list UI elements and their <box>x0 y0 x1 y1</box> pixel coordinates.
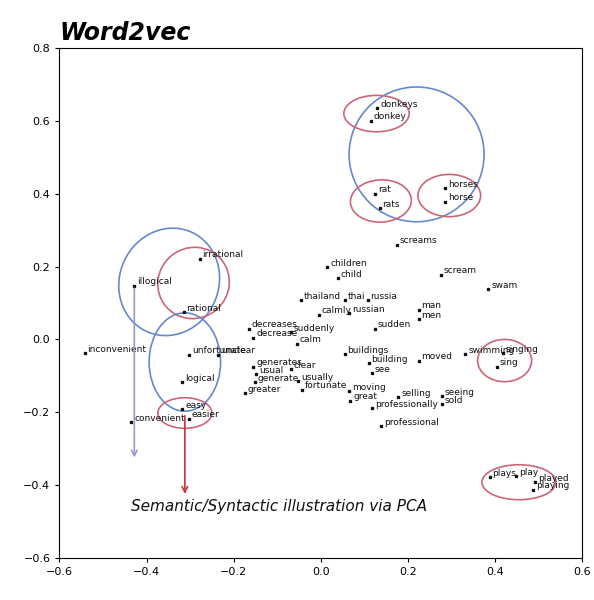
Text: children: children <box>330 259 366 268</box>
Text: donkeys: donkeys <box>380 100 418 109</box>
Text: Word2vec: Word2vec <box>59 20 191 44</box>
Text: suddenly: suddenly <box>294 324 335 333</box>
Text: seeing: seeing <box>445 388 475 397</box>
Text: playing: playing <box>536 481 570 490</box>
Text: horses: horses <box>448 180 478 189</box>
Text: singing: singing <box>505 345 539 354</box>
Text: screams: screams <box>400 236 437 245</box>
Text: moved: moved <box>422 352 453 361</box>
Text: usually: usually <box>301 373 333 382</box>
Text: men: men <box>422 311 442 320</box>
Text: swam: swam <box>491 281 517 290</box>
Text: moving: moving <box>352 383 386 392</box>
Text: generates: generates <box>256 358 302 367</box>
Text: selling: selling <box>401 389 431 398</box>
Text: easier: easier <box>192 410 220 419</box>
Text: thailand: thailand <box>304 292 341 301</box>
Text: unfortunate: unfortunate <box>192 346 246 355</box>
Text: see: see <box>375 365 391 374</box>
Text: sold: sold <box>445 396 463 405</box>
Text: played: played <box>538 474 568 483</box>
Text: donkey: donkey <box>374 112 406 121</box>
Text: rat: rat <box>378 185 391 194</box>
Text: decreases: decreases <box>252 320 298 329</box>
Text: plays: plays <box>492 469 516 478</box>
Text: logical: logical <box>185 374 214 383</box>
Text: easy: easy <box>185 401 206 410</box>
Text: child: child <box>341 270 363 279</box>
Text: swimming: swimming <box>468 346 514 355</box>
Text: sudden: sudden <box>378 320 411 329</box>
Text: rats: rats <box>383 200 400 209</box>
Text: buildings: buildings <box>347 346 388 355</box>
Text: scream: scream <box>443 266 476 275</box>
Text: professional: professional <box>384 418 438 427</box>
Text: clear: clear <box>294 361 317 370</box>
Text: russia: russia <box>371 292 397 301</box>
Text: professionally: professionally <box>375 400 438 409</box>
Text: great: great <box>353 392 377 401</box>
Text: rational: rational <box>187 304 221 313</box>
Text: calm: calm <box>299 335 321 344</box>
Text: generate: generate <box>257 374 299 383</box>
Text: russian: russian <box>352 305 384 314</box>
Text: man: man <box>422 301 441 310</box>
Text: calmly: calmly <box>321 306 351 315</box>
Text: convenient: convenient <box>134 414 185 423</box>
Text: decrease: decrease <box>256 329 297 338</box>
Text: sing: sing <box>500 358 519 367</box>
Text: usual: usual <box>259 365 283 374</box>
Text: irrational: irrational <box>203 250 244 259</box>
Text: play: play <box>519 467 538 476</box>
Text: building: building <box>371 355 408 364</box>
Text: Semantic/Syntactic illustration via PCA: Semantic/Syntactic illustration via PCA <box>131 499 427 514</box>
Text: horse: horse <box>448 193 473 202</box>
Text: unclear: unclear <box>221 346 255 355</box>
Text: illogical: illogical <box>137 277 172 286</box>
Text: thai: thai <box>347 292 365 301</box>
Text: inconvenient: inconvenient <box>87 345 147 354</box>
Text: fortunate: fortunate <box>305 382 347 391</box>
Text: greater: greater <box>247 385 281 394</box>
